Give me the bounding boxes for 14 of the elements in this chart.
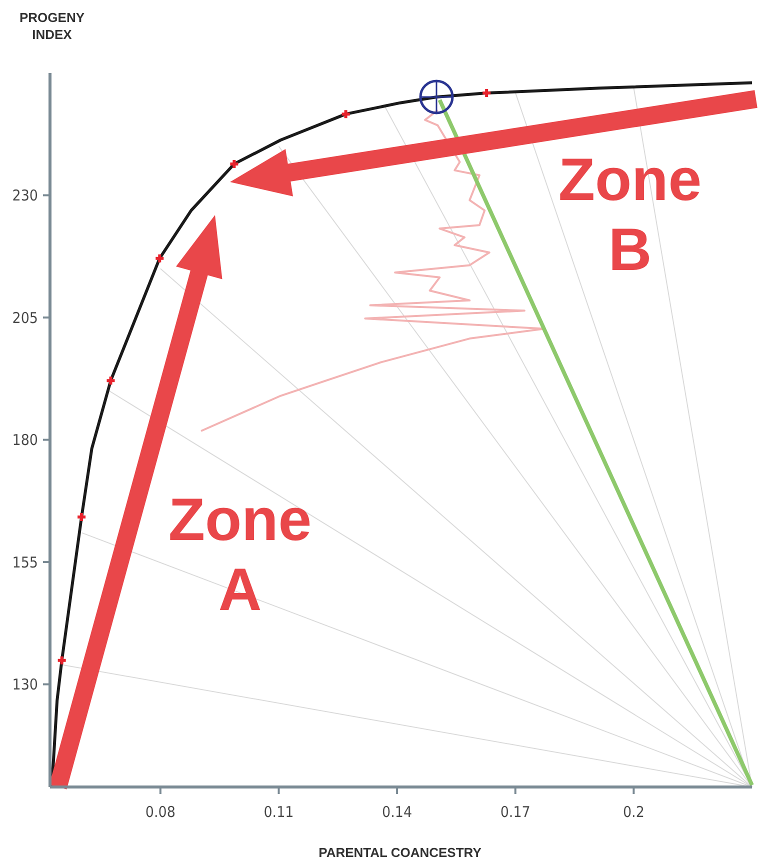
- y-tick-label: 230: [12, 186, 38, 205]
- annotation: Zone A: [168, 486, 312, 623]
- x-tick-label: 0.08: [145, 803, 176, 821]
- x-tick-label: 0.2: [622, 803, 644, 821]
- annotation: Zone B: [558, 146, 702, 283]
- y-axis-title: PROGENY INDEX: [19, 10, 85, 42]
- y-tick-label: 180: [12, 431, 38, 450]
- x-tick-label: 0.14: [382, 803, 412, 821]
- x-tick-label: 0.17: [500, 803, 530, 821]
- x-axis-title: PARENTAL COANCESTRY: [318, 845, 482, 860]
- y-tick-label: 155: [12, 553, 38, 572]
- y-tick-label: 205: [12, 308, 38, 327]
- y-tick-label: 130: [12, 676, 38, 694]
- x-tick-label: 0.11: [264, 803, 294, 821]
